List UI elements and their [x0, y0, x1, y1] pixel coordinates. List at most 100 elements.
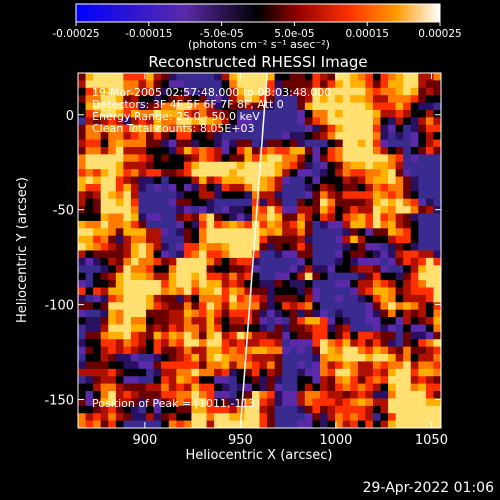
heatmap-cell	[78, 265, 87, 274]
heatmap-cell	[433, 235, 441, 244]
x-tick-label: 1000	[319, 433, 352, 448]
heatmap-cell	[312, 420, 321, 428]
heatmap-cell	[221, 257, 230, 266]
y-tick-label: -100	[44, 299, 74, 314]
heatmap-cell	[161, 243, 170, 252]
heatmap-cell	[357, 287, 366, 296]
heatmap-cell	[282, 124, 291, 133]
heatmap-cell	[93, 354, 102, 363]
heatmap-cell	[251, 146, 261, 155]
heatmap-cell	[289, 309, 298, 318]
heatmap-cell	[214, 124, 223, 133]
heatmap-cell	[138, 413, 147, 422]
heatmap-cell	[388, 235, 397, 244]
heatmap-cell	[168, 324, 177, 333]
heatmap-cell	[85, 198, 94, 207]
heatmap-cell	[108, 146, 117, 155]
heatmap-cell	[78, 324, 87, 333]
heatmap-cell	[251, 265, 261, 274]
heatmap-cell	[123, 368, 132, 377]
heatmap-cell	[365, 272, 374, 281]
heatmap-cell	[418, 169, 427, 178]
heatmap-cell	[267, 191, 276, 200]
heatmap-cell	[115, 73, 124, 81]
heatmap-cell	[395, 169, 404, 178]
heatmap-cell	[191, 280, 200, 289]
heatmap-cell	[85, 206, 94, 215]
heatmap-cell	[312, 405, 321, 414]
heatmap-cell	[251, 383, 261, 392]
heatmap-cell	[206, 161, 215, 170]
heatmap-cell	[199, 206, 208, 215]
heatmap-cell	[312, 191, 321, 200]
heatmap-cell	[395, 309, 404, 318]
heatmap-cell	[267, 302, 276, 311]
heatmap-cell	[418, 317, 427, 326]
heatmap-cell	[350, 331, 359, 340]
heatmap-cell	[425, 95, 435, 104]
heatmap-cell	[93, 80, 102, 89]
heatmap-cell	[138, 95, 147, 104]
heatmap-cell	[115, 331, 124, 340]
heatmap-cell	[123, 124, 132, 133]
heatmap-cell	[168, 361, 177, 370]
heatmap-cell	[206, 191, 215, 200]
heatmap-cell	[418, 191, 427, 200]
heatmap-cell	[388, 95, 397, 104]
heatmap-cell	[320, 354, 329, 363]
heatmap-cell	[78, 287, 87, 296]
heatmap-cell	[236, 346, 245, 355]
heatmap-cell	[251, 235, 261, 244]
heatmap-cell	[274, 191, 283, 200]
heatmap-cell	[214, 73, 223, 81]
heatmap-cell	[380, 220, 389, 229]
heatmap-cell	[350, 183, 359, 192]
heatmap-cell	[320, 124, 329, 133]
heatmap-cell	[380, 117, 389, 126]
heatmap-cell	[433, 80, 441, 89]
heatmap-cell	[274, 339, 283, 348]
heatmap-cell	[85, 383, 94, 392]
heatmap-cell	[410, 154, 419, 163]
heatmap-cell	[130, 132, 140, 141]
heatmap-cell	[85, 139, 94, 148]
heatmap-cell	[372, 339, 382, 348]
heatmap-cell	[403, 250, 412, 259]
heatmap-cell	[410, 346, 419, 355]
heatmap-cell	[372, 235, 382, 244]
heatmap-cell	[388, 124, 397, 133]
heatmap-cell	[388, 391, 397, 400]
heatmap-cell	[130, 198, 140, 207]
heatmap-cell	[183, 169, 193, 178]
heatmap-cell	[425, 220, 435, 229]
heatmap-cell	[251, 154, 261, 163]
colorbar-tick-label: -0.00025	[52, 28, 99, 40]
heatmap-cell	[357, 361, 366, 370]
heatmap-cell	[342, 95, 351, 104]
heatmap-cell	[206, 413, 215, 422]
heatmap-cell	[183, 154, 193, 163]
heatmap-cell	[191, 324, 200, 333]
heatmap-cell	[168, 220, 177, 229]
heatmap-cell	[372, 324, 382, 333]
heatmap-cell	[115, 250, 124, 259]
heatmap-cell	[342, 398, 351, 407]
heatmap-cell	[251, 294, 261, 303]
heatmap-cell	[320, 302, 329, 311]
heatmap-cell	[153, 317, 162, 326]
heatmap-cell	[304, 154, 314, 163]
colorbar-tick-label: -5.0e-05	[200, 28, 244, 40]
heatmap-cell	[214, 191, 223, 200]
heatmap-cell	[199, 376, 208, 385]
heatmap-cell	[206, 213, 215, 222]
heatmap-cell	[312, 287, 321, 296]
heatmap-cell	[93, 183, 102, 192]
heatmap-cell	[380, 368, 389, 377]
annotation-detectors: Detectors: 3F 4F 5F 6F 7F 8F, Att 0	[92, 98, 284, 111]
heatmap-cell	[357, 257, 366, 266]
heatmap-cell	[244, 87, 253, 96]
heatmap-cell	[244, 183, 253, 192]
heatmap-cell	[214, 257, 223, 266]
heatmap-cell	[236, 228, 245, 237]
heatmap-cell	[100, 139, 109, 148]
